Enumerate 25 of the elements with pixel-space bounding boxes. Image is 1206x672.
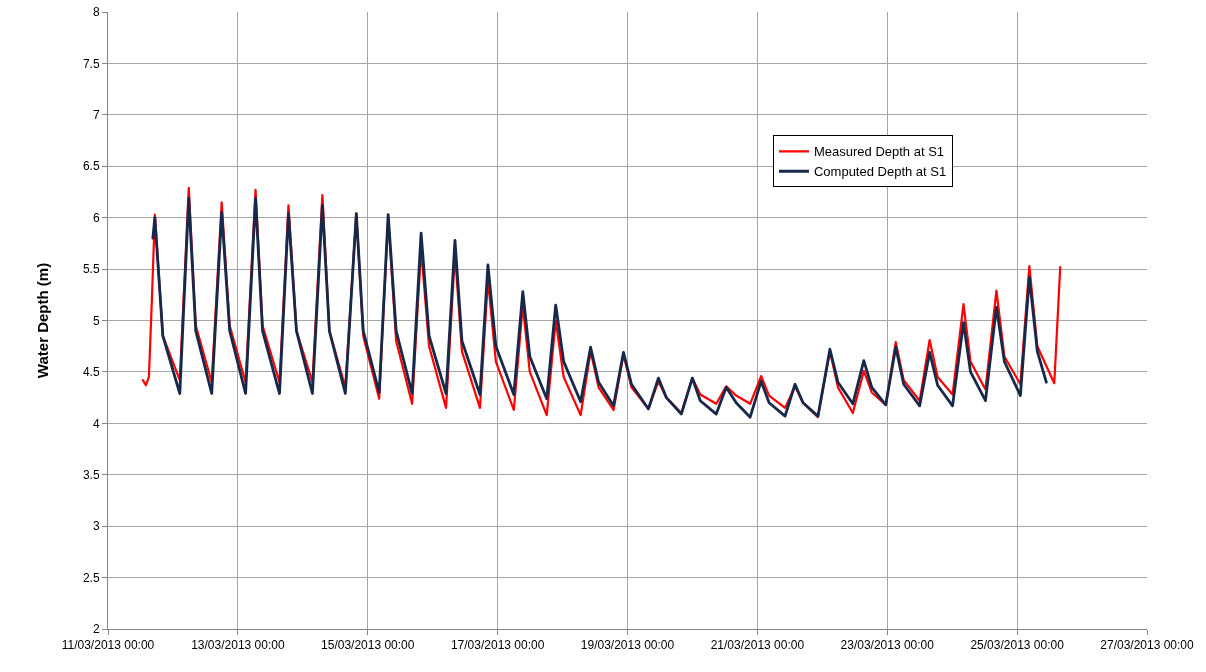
x-tick-label: 15/03/2013 00:00 xyxy=(321,638,415,653)
y-tick-label: 5.5 xyxy=(82,262,100,277)
y-tick-label: 7.5 xyxy=(82,56,100,71)
x-tick-label: 21/03/2013 00:00 xyxy=(710,638,805,653)
legend-label: Computed Depth at S1 xyxy=(813,164,947,180)
y-tick-label: 6 xyxy=(92,210,100,225)
y-tick-label: 7 xyxy=(92,108,100,123)
y-tick-label: 4 xyxy=(92,416,100,431)
y-tick-label: 6.5 xyxy=(82,159,100,174)
x-tick-label: 27/03/2013 00:00 xyxy=(1100,638,1195,653)
x-tick-label: 25/03/2013 00:00 xyxy=(970,638,1065,653)
x-tick-label: 19/03/2013 00:00 xyxy=(580,638,675,653)
y-axis-title: Water Depth (m) xyxy=(34,262,52,379)
legend-label: Measured Depth at S1 xyxy=(813,144,945,160)
x-tick-label: 11/03/2013 00:00 xyxy=(61,638,155,653)
y-tick-label: 3.5 xyxy=(82,467,100,482)
y-tick-label: 3 xyxy=(92,519,100,534)
y-tick-label: 5 xyxy=(92,313,100,328)
y-tick-label: 8 xyxy=(92,5,100,20)
y-tick-label: 4.5 xyxy=(82,365,100,380)
y-tick-label: 2.5 xyxy=(82,570,100,585)
x-tick-label: 23/03/2013 00:00 xyxy=(840,638,935,653)
x-tick-label: 13/03/2013 00:00 xyxy=(191,638,285,653)
y-tick-label: 2 xyxy=(92,622,100,637)
x-tick-label: 17/03/2013 00:00 xyxy=(450,638,545,653)
